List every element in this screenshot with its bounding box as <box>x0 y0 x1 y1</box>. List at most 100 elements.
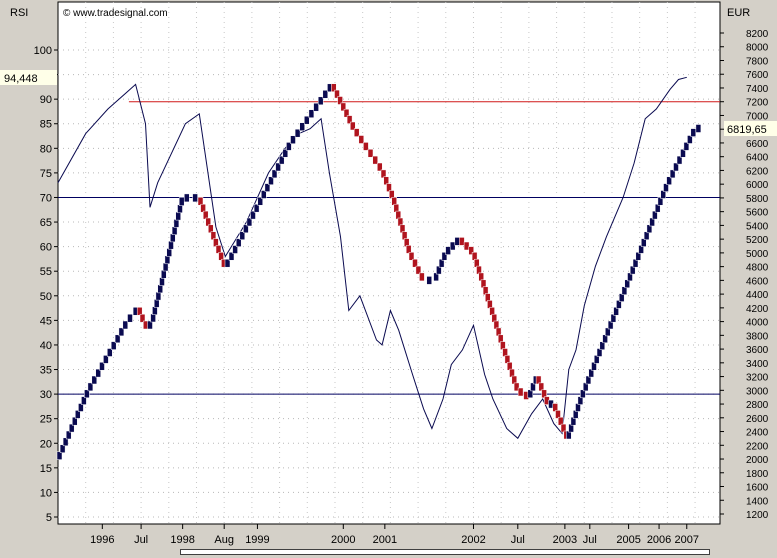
renko-brick <box>99 362 105 371</box>
eur-tick-label: 4000 <box>746 318 769 329</box>
renko-brick <box>334 89 340 99</box>
rsi-tick-label: 60 <box>40 242 52 254</box>
renko-brick <box>261 190 267 199</box>
rsi-axis: 5101520253035404550556065707580859095100 <box>34 45 58 524</box>
renko-brick <box>538 382 545 392</box>
eur-tick-label: 2800 <box>746 400 769 411</box>
rsi-tick-label: 10 <box>40 487 52 499</box>
eur-tick-label: 6000 <box>746 180 769 191</box>
renko-brick <box>246 217 253 227</box>
renko-brick <box>468 246 474 255</box>
renko-brick <box>673 162 679 172</box>
eur-tick-label: 5400 <box>746 221 769 232</box>
renko-brick <box>624 279 630 289</box>
rsi-tick-label: 75 <box>40 168 52 180</box>
renko-brick <box>322 90 329 99</box>
renko-brick <box>687 135 693 144</box>
reference-lines <box>58 101 720 395</box>
renko-brick <box>282 149 289 158</box>
eur-tick-label: 2600 <box>746 414 769 425</box>
renko-brick <box>530 382 536 392</box>
eur-tick-label: 6200 <box>746 166 769 177</box>
renko-brick <box>596 348 603 357</box>
renko-brick <box>557 416 564 426</box>
time-scrollbar[interactable] <box>180 549 710 555</box>
x-tick-label: 2003 <box>553 534 577 546</box>
renko-brick <box>415 265 422 275</box>
renko-brick <box>353 128 360 137</box>
renko-brick <box>118 327 125 337</box>
renko-brick <box>621 286 628 295</box>
renko-brick <box>184 193 190 203</box>
renko-brick <box>340 102 347 112</box>
plot-area <box>57 1 721 525</box>
renko-brick <box>635 252 642 261</box>
renko-brick <box>65 430 72 440</box>
renko-brick <box>419 272 425 282</box>
renko-brick <box>386 183 392 192</box>
renko-brick <box>75 410 81 419</box>
eur-tick-label: 6400 <box>746 153 769 164</box>
rsi-tick-label: 25 <box>40 414 52 426</box>
renko-brick <box>337 96 343 105</box>
renko-brick <box>155 291 162 301</box>
renko-brick <box>317 96 324 106</box>
renko-brick <box>72 416 78 426</box>
x-axis: 1996 Jul 1998 Aug 1999 2000 2001 2002 Jul 2003 Jul… <box>90 524 699 546</box>
eur-tick-label: 3400 <box>746 359 769 370</box>
renko-brick <box>84 389 90 399</box>
renko-brick <box>218 252 224 261</box>
eur-tick-label: 4400 <box>746 290 769 301</box>
rsi-tick-label: 50 <box>40 291 52 303</box>
renko-brick <box>275 162 281 172</box>
renko-brick <box>62 437 69 447</box>
x-tick-label: Jul <box>134 534 148 546</box>
rsi-tick-label: 80 <box>40 143 52 155</box>
renko-brick <box>136 307 143 316</box>
eur-tick-label: 7200 <box>746 98 769 109</box>
renko-brick <box>649 217 655 227</box>
renko-brick <box>162 262 169 272</box>
renko-brick <box>290 135 296 144</box>
renko-brick <box>541 389 547 399</box>
renko-brick <box>683 142 690 151</box>
eur-tick-label: 4200 <box>746 304 769 315</box>
renko-brick <box>616 300 622 309</box>
renko-brick <box>286 142 292 151</box>
renko-brick <box>147 320 153 330</box>
renko-brick <box>253 203 260 213</box>
renko-brick <box>224 258 231 268</box>
rsi-tick-label: 100 <box>34 45 52 57</box>
renko-brick <box>250 210 256 220</box>
x-tick-label: Jul <box>511 534 525 546</box>
renko-brick <box>313 102 319 112</box>
renko-brick <box>110 341 117 350</box>
x-tick-label: 2000 <box>331 534 355 546</box>
renko-brick <box>613 307 619 316</box>
eur-tick-label: 2400 <box>746 428 769 439</box>
eur-tick-label: 7000 <box>746 111 769 122</box>
x-tick-label: Aug <box>214 534 234 546</box>
renko-brick <box>122 320 129 330</box>
eur-tick-label: 2200 <box>746 441 769 452</box>
x-tick-label: 2005 <box>616 534 640 546</box>
renko-brick <box>170 233 176 243</box>
eur-tick-label: 1800 <box>746 469 769 480</box>
renko-brick <box>114 334 121 344</box>
renko-brick <box>192 193 198 203</box>
renko-brick <box>168 240 174 250</box>
renko-brick <box>632 258 639 268</box>
renko-brick <box>56 451 63 460</box>
eur-tick-label: 8000 <box>746 43 769 54</box>
renko-brick <box>669 169 676 179</box>
renko-brick <box>641 238 647 247</box>
x-tick-label: Jul <box>583 534 597 546</box>
renko-brick <box>346 115 353 124</box>
rsi-line <box>57 76 687 440</box>
renko-brick <box>629 265 636 275</box>
renko-brick <box>87 382 94 392</box>
rsi-tick-label: 15 <box>40 463 52 475</box>
renko-brick <box>304 115 310 125</box>
renko-brick <box>159 277 165 286</box>
rsi-tick-label: 45 <box>40 315 52 327</box>
